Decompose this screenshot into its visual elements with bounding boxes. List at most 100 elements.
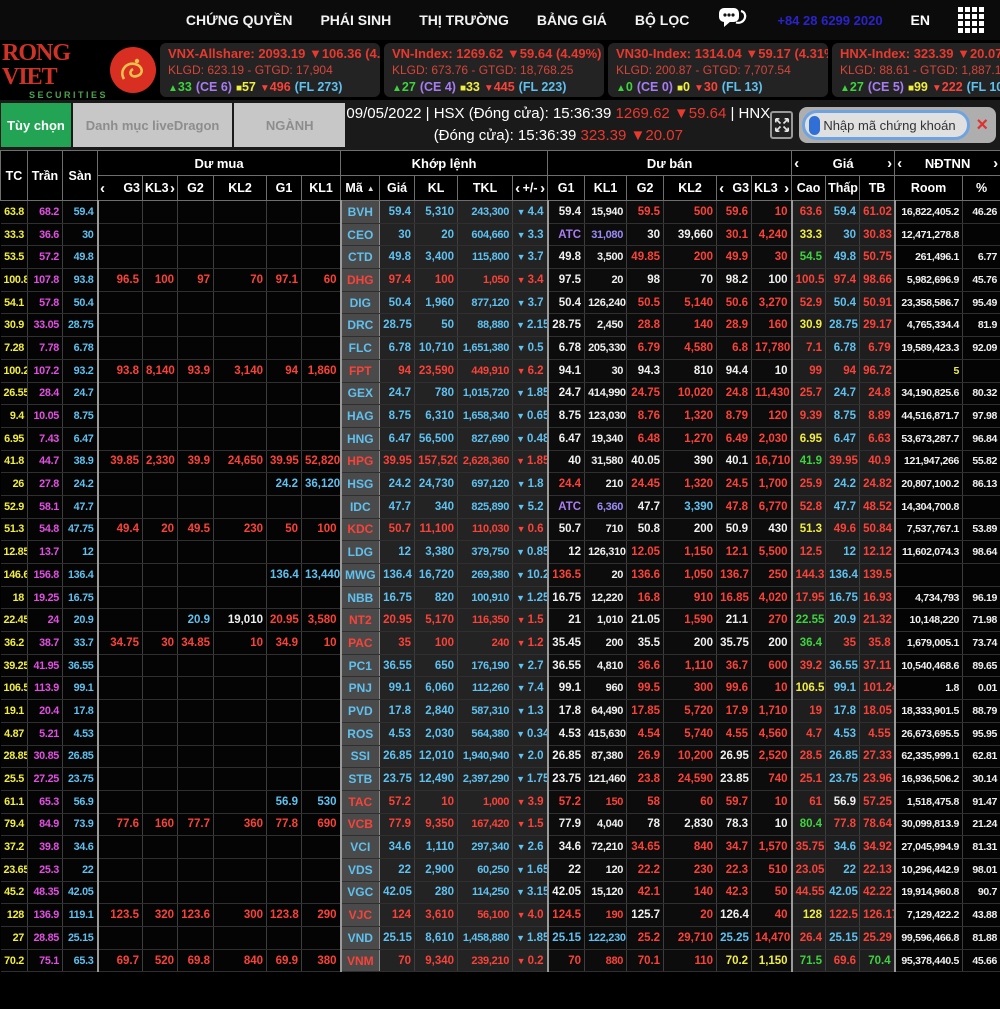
cell-bg2[interactable] — [177, 313, 214, 338]
cell-thap[interactable]: 24.2 — [825, 472, 861, 496]
cell-skl3[interactable]: 14,470 — [751, 926, 793, 950]
cell-san[interactable]: 30 — [62, 223, 98, 247]
stock-code[interactable]: CTD — [339, 245, 381, 270]
stock-code[interactable]: IDC — [339, 495, 381, 519]
cell-skl3[interactable]: 2,030 — [751, 427, 793, 451]
cell-skl1[interactable]: 64,490 — [584, 699, 628, 723]
cell-tran[interactable]: 27.8 — [27, 472, 63, 496]
cell-chg[interactable]: ▼ 6.2 — [512, 359, 549, 383]
cell-kl[interactable]: 50 — [414, 313, 459, 338]
cell-tc[interactable]: 18 — [0, 586, 28, 610]
cell-tkl[interactable]: 697,120 — [457, 472, 514, 496]
cell-chg[interactable]: ▼ 2.6 — [512, 835, 549, 859]
stock-code[interactable]: ROS — [339, 722, 381, 746]
cell-cao[interactable]: 25.7 — [790, 382, 827, 406]
cell-skl3[interactable]: 1,710 — [751, 699, 793, 723]
cell-skl2[interactable]: 200 — [663, 631, 718, 655]
cell-gia[interactable]: 49.8 — [379, 245, 416, 270]
cell-bg3[interactable] — [96, 540, 143, 564]
cell-skl1[interactable]: 414,990 — [584, 382, 628, 406]
cell-bkl3[interactable]: 8,140 — [142, 359, 178, 383]
cell-bg2[interactable] — [177, 745, 214, 769]
cell-tkl[interactable]: 449,910 — [457, 359, 514, 383]
cell-sg2[interactable]: 78 — [626, 813, 665, 837]
cell-bg2[interactable] — [177, 223, 214, 247]
cell-bg2[interactable] — [177, 291, 214, 315]
cell-skl2[interactable]: 140 — [663, 881, 718, 905]
cell-bkl1[interactable] — [301, 745, 342, 769]
cell-gia[interactable]: 12 — [379, 540, 416, 564]
cell-sg1[interactable]: 6.47 — [546, 427, 586, 451]
cell-bg2[interactable] — [177, 472, 214, 496]
cell-tkl[interactable]: 240 — [457, 631, 514, 655]
cell-sg3[interactable]: 6.49 — [716, 427, 753, 451]
cell-pct[interactable]: 96.19 — [962, 586, 1000, 610]
cell-thap[interactable]: 59.4 — [825, 200, 861, 224]
cell-bg2[interactable] — [177, 654, 214, 678]
cell-gia[interactable]: 36.55 — [379, 654, 416, 678]
cell-sg2[interactable]: 28.8 — [626, 313, 665, 338]
cell-sg3[interactable]: 23.85 — [716, 767, 753, 791]
cell-tc[interactable]: 12.85 — [0, 540, 28, 564]
cell-cao[interactable]: 6.95 — [790, 427, 827, 451]
cell-sg3[interactable]: 59.6 — [716, 200, 753, 224]
cell-tb[interactable]: 126.17 — [859, 903, 896, 927]
cell-bkl1[interactable] — [301, 767, 342, 791]
cell-cao[interactable]: 128 — [790, 903, 827, 927]
cell-room[interactable]: 1.8 — [893, 676, 964, 701]
cell-bkl2[interactable]: 70 — [213, 268, 267, 292]
cell-bg3[interactable]: 34.75 — [96, 631, 143, 655]
cell-kl[interactable]: 2,840 — [414, 699, 459, 723]
cell-tb[interactable]: 30.83 — [859, 223, 896, 247]
cell-bkl2[interactable] — [213, 223, 267, 247]
cell-tb[interactable]: 139.5 — [859, 563, 896, 587]
stock-code[interactable]: DHG — [339, 268, 381, 292]
cell-tkl[interactable]: 114,250 — [457, 881, 514, 905]
cell-tb[interactable]: 12.12 — [859, 540, 896, 564]
cell-skl2[interactable]: 4,580 — [663, 336, 718, 360]
cell-skl2[interactable]: 1,590 — [663, 608, 718, 633]
cell-bg2[interactable] — [177, 790, 214, 814]
cell-thap[interactable]: 99.1 — [825, 676, 861, 701]
cell-tkl[interactable]: 112,260 — [457, 676, 514, 701]
cell-tb[interactable]: 29.17 — [859, 313, 896, 338]
cell-tran[interactable]: 113.9 — [27, 676, 63, 701]
cell-bg2[interactable]: 49.5 — [177, 518, 214, 542]
cell-skl1[interactable]: 190 — [584, 903, 628, 927]
cell-room[interactable]: 7,537,767.1 — [893, 518, 964, 542]
stock-code[interactable]: PAC — [339, 631, 381, 655]
cell-sg3[interactable]: 70.2 — [716, 949, 753, 973]
scroll-right-icon[interactable]: › — [993, 154, 999, 172]
cell-pct[interactable]: 91.47 — [962, 790, 1000, 814]
cell-tran[interactable]: 33.05 — [27, 313, 63, 338]
cell-bkl1[interactable] — [301, 540, 342, 564]
cell-bg3[interactable] — [96, 745, 143, 769]
cell-skl1[interactable]: 210 — [584, 472, 628, 496]
stock-code[interactable]: VCB — [339, 813, 381, 837]
cell-bkl2[interactable] — [213, 245, 267, 270]
cell-tb[interactable]: 57.25 — [859, 790, 896, 814]
cell-tran[interactable]: 54.8 — [27, 518, 63, 542]
cell-bkl2[interactable] — [213, 472, 267, 496]
cell-pct[interactable]: 46.26 — [962, 200, 1000, 224]
cell-sg2[interactable]: 23.8 — [626, 767, 665, 791]
cell-skl2[interactable]: 10,200 — [663, 745, 718, 769]
cell-cao[interactable]: 9.39 — [790, 404, 827, 428]
cell-tran[interactable]: 5.21 — [27, 722, 63, 746]
cell-gia[interactable]: 136.4 — [379, 563, 416, 587]
scroll-left-icon[interactable]: ‹ — [897, 154, 903, 172]
cell-kl[interactable]: 6,310 — [414, 404, 459, 428]
cell-pct[interactable] — [962, 563, 1000, 587]
cell-bkl1[interactable] — [301, 858, 342, 882]
cell-bg2[interactable] — [177, 835, 214, 859]
cell-san[interactable]: 20.9 — [62, 608, 98, 633]
cell-skl2[interactable]: 60 — [663, 790, 718, 814]
cell-cao[interactable]: 25.9 — [790, 472, 827, 496]
cell-chg[interactable]: ▼ 1.65 — [512, 858, 549, 882]
cell-bkl1[interactable]: 290 — [301, 903, 342, 927]
cell-sg2[interactable]: 59.5 — [626, 200, 665, 224]
cell-chg[interactable]: ▼ 1.85 — [512, 450, 549, 474]
cell-tb[interactable]: 8.89 — [859, 404, 896, 428]
cell-skl2[interactable]: 1,110 — [663, 654, 718, 678]
cell-gia[interactable]: 94 — [379, 359, 416, 383]
